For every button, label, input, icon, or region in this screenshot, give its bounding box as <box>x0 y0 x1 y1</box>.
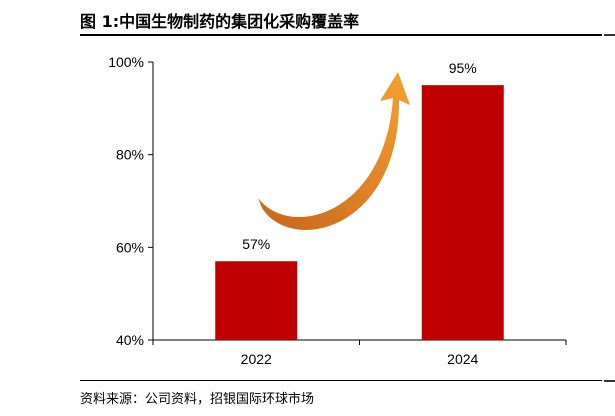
bar-2024 <box>421 85 504 341</box>
x-tick-label: 2024 <box>447 351 478 367</box>
source-rule <box>80 380 602 381</box>
x-tick-label: 2022 <box>241 351 272 367</box>
data-label: 57% <box>242 236 270 252</box>
y-tick-label: 100% <box>108 54 144 70</box>
edge-mark <box>604 34 615 36</box>
bar-2022 <box>215 261 298 340</box>
figure-title: 图 1:中国生物制药的集团化采购覆盖率 <box>80 12 360 31</box>
y-tick-label: 80% <box>116 147 144 163</box>
growth-arrow <box>258 72 410 230</box>
source-note: 资料来源：公司资料，招银国际环球市场 <box>80 392 315 407</box>
data-label: 95% <box>449 60 477 76</box>
y-tick-label: 60% <box>116 239 144 255</box>
title-rule <box>80 34 602 36</box>
edge-mark <box>604 380 615 382</box>
y-tick-label: 40% <box>116 332 144 348</box>
